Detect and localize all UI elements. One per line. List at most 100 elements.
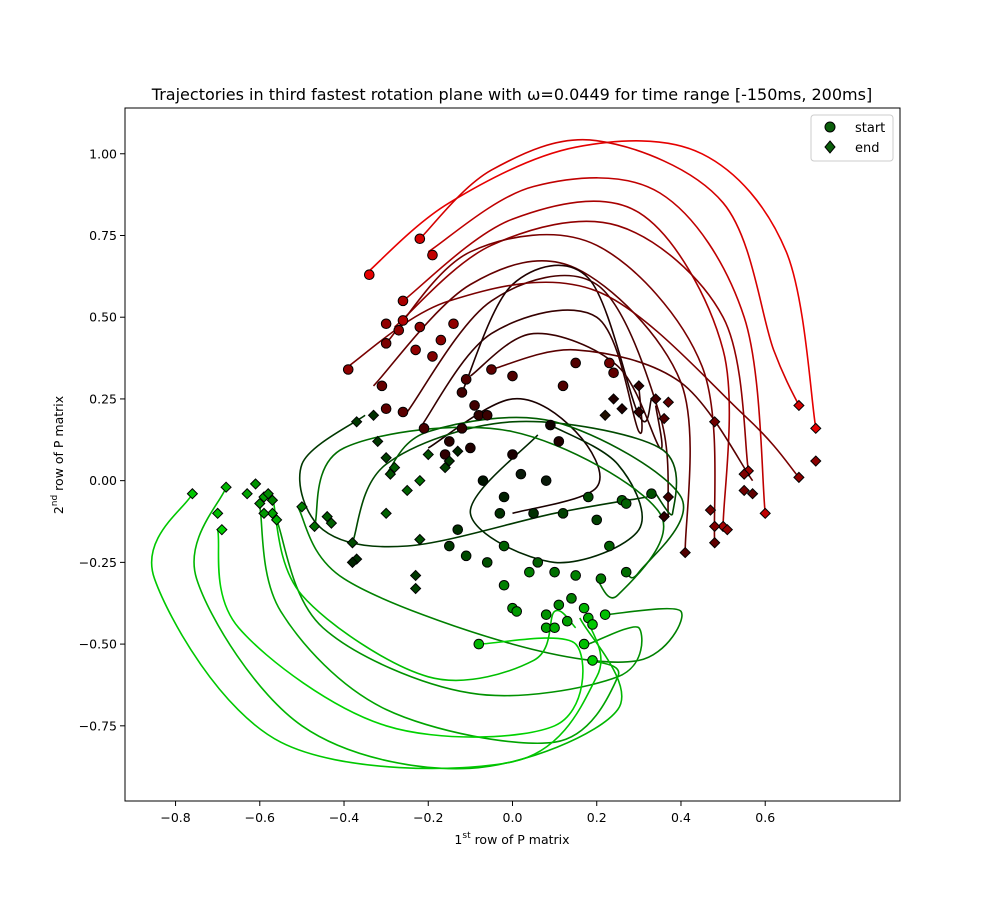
- end-marker: [325, 517, 338, 529]
- start-marker: [557, 508, 569, 519]
- start-marker: [507, 370, 518, 382]
- end-marker: [249, 478, 262, 490]
- trajectory-line: [469, 424, 643, 564]
- end-marker: [679, 546, 691, 559]
- end-marker: [346, 537, 359, 549]
- x-tick-label: 0.4: [671, 810, 691, 825]
- trajectory-line: [461, 264, 653, 423]
- trajectory-line: [151, 493, 602, 770]
- end-marker: [708, 537, 721, 549]
- start-marker: [566, 593, 577, 604]
- end-marker: [414, 533, 426, 546]
- end-marker: [321, 510, 333, 523]
- start-marker: [599, 609, 611, 620]
- trajectory-line: [419, 138, 800, 406]
- end-marker: [599, 409, 611, 421]
- end-marker: [346, 556, 359, 569]
- end-marker: [414, 474, 426, 487]
- marker-layer: [186, 233, 822, 666]
- trajectory-line: [406, 274, 670, 517]
- end-marker: [721, 523, 734, 536]
- start-marker: [444, 436, 455, 447]
- start-marker: [570, 570, 581, 581]
- start-marker: [380, 403, 392, 415]
- start-marker: [376, 380, 388, 392]
- start-marker: [608, 367, 619, 379]
- start-marker: [435, 334, 447, 346]
- end-marker: [262, 488, 274, 500]
- end-marker: [649, 393, 662, 405]
- end-marker: [254, 497, 266, 510]
- trajectory-line: [216, 529, 584, 738]
- end-marker: [216, 523, 228, 536]
- start-marker: [498, 579, 510, 591]
- start-marker: [481, 409, 493, 421]
- end-marker: [409, 569, 422, 582]
- y-axis-label-base: 2: [51, 506, 66, 514]
- start-marker: [553, 436, 565, 447]
- start-marker: [397, 315, 409, 326]
- end-marker: [633, 380, 645, 392]
- end-marker: [401, 484, 413, 497]
- start-marker: [578, 602, 590, 614]
- trajectory-line: [275, 519, 643, 697]
- x-tick-label: −0.6: [245, 810, 275, 825]
- end-marker: [439, 461, 451, 474]
- end-marker: [738, 484, 750, 497]
- end-marker: [793, 471, 805, 484]
- start-marker: [456, 423, 468, 434]
- start-marker: [410, 344, 421, 356]
- x-tick-label: 0.2: [587, 810, 607, 825]
- legend: start end: [810, 114, 894, 162]
- y-axis: −0.75 −0.50 −0.25 0.00 0.25 0.50 0.75 1.00: [79, 146, 125, 733]
- trajectory-line: [271, 496, 577, 682]
- end-marker: [350, 416, 363, 428]
- end-marker: [422, 448, 434, 461]
- start-marker: [604, 357, 615, 369]
- trajectory-line: [297, 506, 683, 663]
- trajectory-line: [427, 177, 766, 514]
- start-marker: [515, 468, 527, 480]
- trajectory-line: [351, 420, 678, 544]
- end-marker: [186, 488, 199, 500]
- end-marker: [708, 520, 721, 533]
- x-axis-label-sup: st: [462, 831, 471, 841]
- end-marker: [258, 507, 270, 520]
- start-marker: [587, 619, 598, 630]
- y-tick-label: 0.75: [89, 228, 117, 243]
- start-marker: [486, 364, 497, 375]
- start-marker: [620, 566, 632, 578]
- end-marker: [717, 520, 729, 533]
- x-tick-label: −0.8: [160, 810, 190, 825]
- end-marker: [658, 412, 670, 425]
- trajectory-line: [419, 309, 643, 435]
- y-tick-label: 1.00: [89, 146, 117, 161]
- trajectory-line: [402, 200, 731, 527]
- trajectory-line: [343, 281, 800, 478]
- end-marker: [662, 491, 675, 503]
- end-marker: [810, 422, 822, 435]
- start-marker: [452, 524, 464, 535]
- trajectory-line: [313, 426, 665, 599]
- start-marker: [540, 475, 552, 486]
- end-marker: [380, 452, 392, 464]
- start-marker: [557, 380, 569, 392]
- x-axis: −0.8 −0.6 −0.4 −0.2 0.0 0.2 0.4 0.6: [160, 801, 775, 825]
- end-marker: [616, 403, 628, 415]
- y-tick-label: −0.50: [79, 637, 117, 652]
- trajectory-line: [385, 233, 716, 543]
- x-tick-label: −0.4: [329, 810, 359, 825]
- end-marker: [746, 488, 759, 500]
- trajectory-line: [298, 414, 648, 548]
- end-marker: [443, 455, 456, 467]
- end-marker: [388, 461, 401, 474]
- start-marker: [595, 573, 607, 585]
- start-marker: [477, 475, 489, 486]
- end-marker: [704, 504, 717, 516]
- start-marker: [380, 318, 392, 330]
- end-marker: [266, 507, 279, 520]
- start-marker: [393, 324, 405, 336]
- trajectory-line: [193, 486, 623, 770]
- start-marker: [524, 566, 535, 578]
